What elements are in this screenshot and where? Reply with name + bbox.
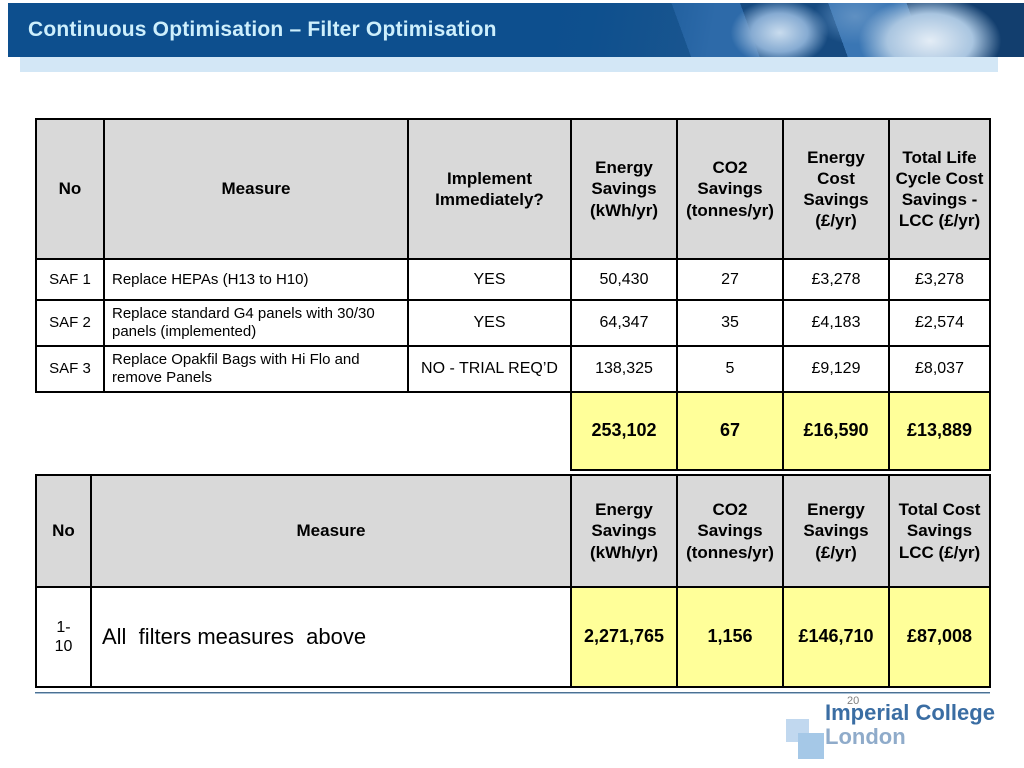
total-energy-kwh: 253,102 <box>570 391 678 471</box>
t2-header-no: No <box>35 474 92 588</box>
total-energy-cost: £16,590 <box>782 391 890 471</box>
t2-header-energy-kwh: Energy Savings (kWh/yr) <box>570 474 678 588</box>
cell-lcc: £87,008 <box>888 586 991 688</box>
cell-energy-gbp: £146,710 <box>782 586 890 688</box>
slide-title: Continuous Optimisation – Filter Optimis… <box>28 18 497 41</box>
cell-lcc: £2,574 <box>888 299 991 347</box>
cell-lcc: £3,278 <box>888 258 991 301</box>
cell-implement: NO - TRIAL REQ’D <box>407 345 572 393</box>
footer-divider <box>35 692 990 694</box>
t1-header-no: No <box>35 118 105 260</box>
table1-header-row: No Measure Implement Immediately? Energy… <box>35 118 991 260</box>
cell-measure: All filters measures above <box>90 586 572 688</box>
cell-co2: 27 <box>676 258 784 301</box>
cell-energy-cost: £3,278 <box>782 258 890 301</box>
cell-co2: 35 <box>676 299 784 347</box>
cell-energy-cost: £4,183 <box>782 299 890 347</box>
all-filters-summary-table: No Measure Energy Savings (kWh/yr) CO2 S… <box>35 474 991 688</box>
summary-row: 1-10 All filters measures above 2,271,76… <box>35 586 991 688</box>
cell-no: SAF 1 <box>35 258 105 301</box>
cell-co2: 1,156 <box>676 586 784 688</box>
t2-header-co2: CO2 Savings (tonnes/yr) <box>676 474 784 588</box>
table-row-saf2: SAF 2 Replace standard G4 panels with 30… <box>35 299 991 347</box>
cell-energy-kwh: 50,430 <box>570 258 678 301</box>
total-co2: 67 <box>676 391 784 471</box>
t2-header-energy-gbp: Energy Savings (£/yr) <box>782 474 890 588</box>
cell-lcc: £8,037 <box>888 345 991 393</box>
imperial-college-logo: Imperial College London <box>785 700 1000 762</box>
cell-energy-kwh: 138,325 <box>570 345 678 393</box>
total-lcc: £13,889 <box>888 391 991 471</box>
t1-header-implement: Implement Immediately? <box>407 118 572 260</box>
totals-spacer <box>36 392 571 470</box>
page-number: 20 <box>847 695 860 707</box>
cell-no: SAF 2 <box>35 299 105 347</box>
table2-header-row: No Measure Energy Savings (kWh/yr) CO2 S… <box>35 474 991 588</box>
cell-energy-cost: £9,129 <box>782 345 890 393</box>
t1-header-lcc: Total Life Cycle Cost Savings - LCC (£/y… <box>888 118 991 260</box>
logo-square-dark-icon <box>798 733 824 759</box>
filter-measures-table: No Measure Implement Immediately? Energy… <box>35 118 991 471</box>
table-row-saf1: SAF 1 Replace HEPAs (H13 to H10) YES 50,… <box>35 258 991 301</box>
cell-measure: Replace Opakfil Bags with Hi Flo and rem… <box>103 345 409 393</box>
t2-header-lcc: Total Cost Savings LCC (£/yr) <box>888 474 991 588</box>
cell-implement: YES <box>407 258 572 301</box>
cell-implement: YES <box>407 299 572 347</box>
header-accent-stripe <box>20 57 998 72</box>
t1-header-co2: CO2 Savings (tonnes/yr) <box>676 118 784 260</box>
logo-text: Imperial College London <box>825 700 995 750</box>
slide-header: Continuous Optimisation – Filter Optimis… <box>8 3 1024 57</box>
t1-header-energy-cost: Energy Cost Savings (£/yr) <box>782 118 890 260</box>
cell-no: 1-10 <box>35 586 92 688</box>
totals-row: 253,102 67 £16,590 £13,889 <box>36 391 991 471</box>
t2-header-measure: Measure <box>90 474 572 588</box>
cell-energy-kwh: 64,347 <box>570 299 678 347</box>
cell-energy-kwh: 2,271,765 <box>570 586 678 688</box>
t1-header-energy-kwh: Energy Savings (kWh/yr) <box>570 118 678 260</box>
cell-co2: 5 <box>676 345 784 393</box>
logo-text-imperial-college: Imperial College <box>825 700 995 725</box>
logo-text-london: London <box>825 724 906 750</box>
cell-no: SAF 3 <box>35 345 105 393</box>
table-row-saf3: SAF 3 Replace Opakfil Bags with Hi Flo a… <box>35 345 991 393</box>
header-photo-montage <box>554 3 1024 57</box>
t1-header-measure: Measure <box>103 118 409 260</box>
cell-measure: Replace standard G4 panels with 30/30 pa… <box>103 299 409 347</box>
cell-measure: Replace HEPAs (H13 to H10) <box>103 258 409 301</box>
